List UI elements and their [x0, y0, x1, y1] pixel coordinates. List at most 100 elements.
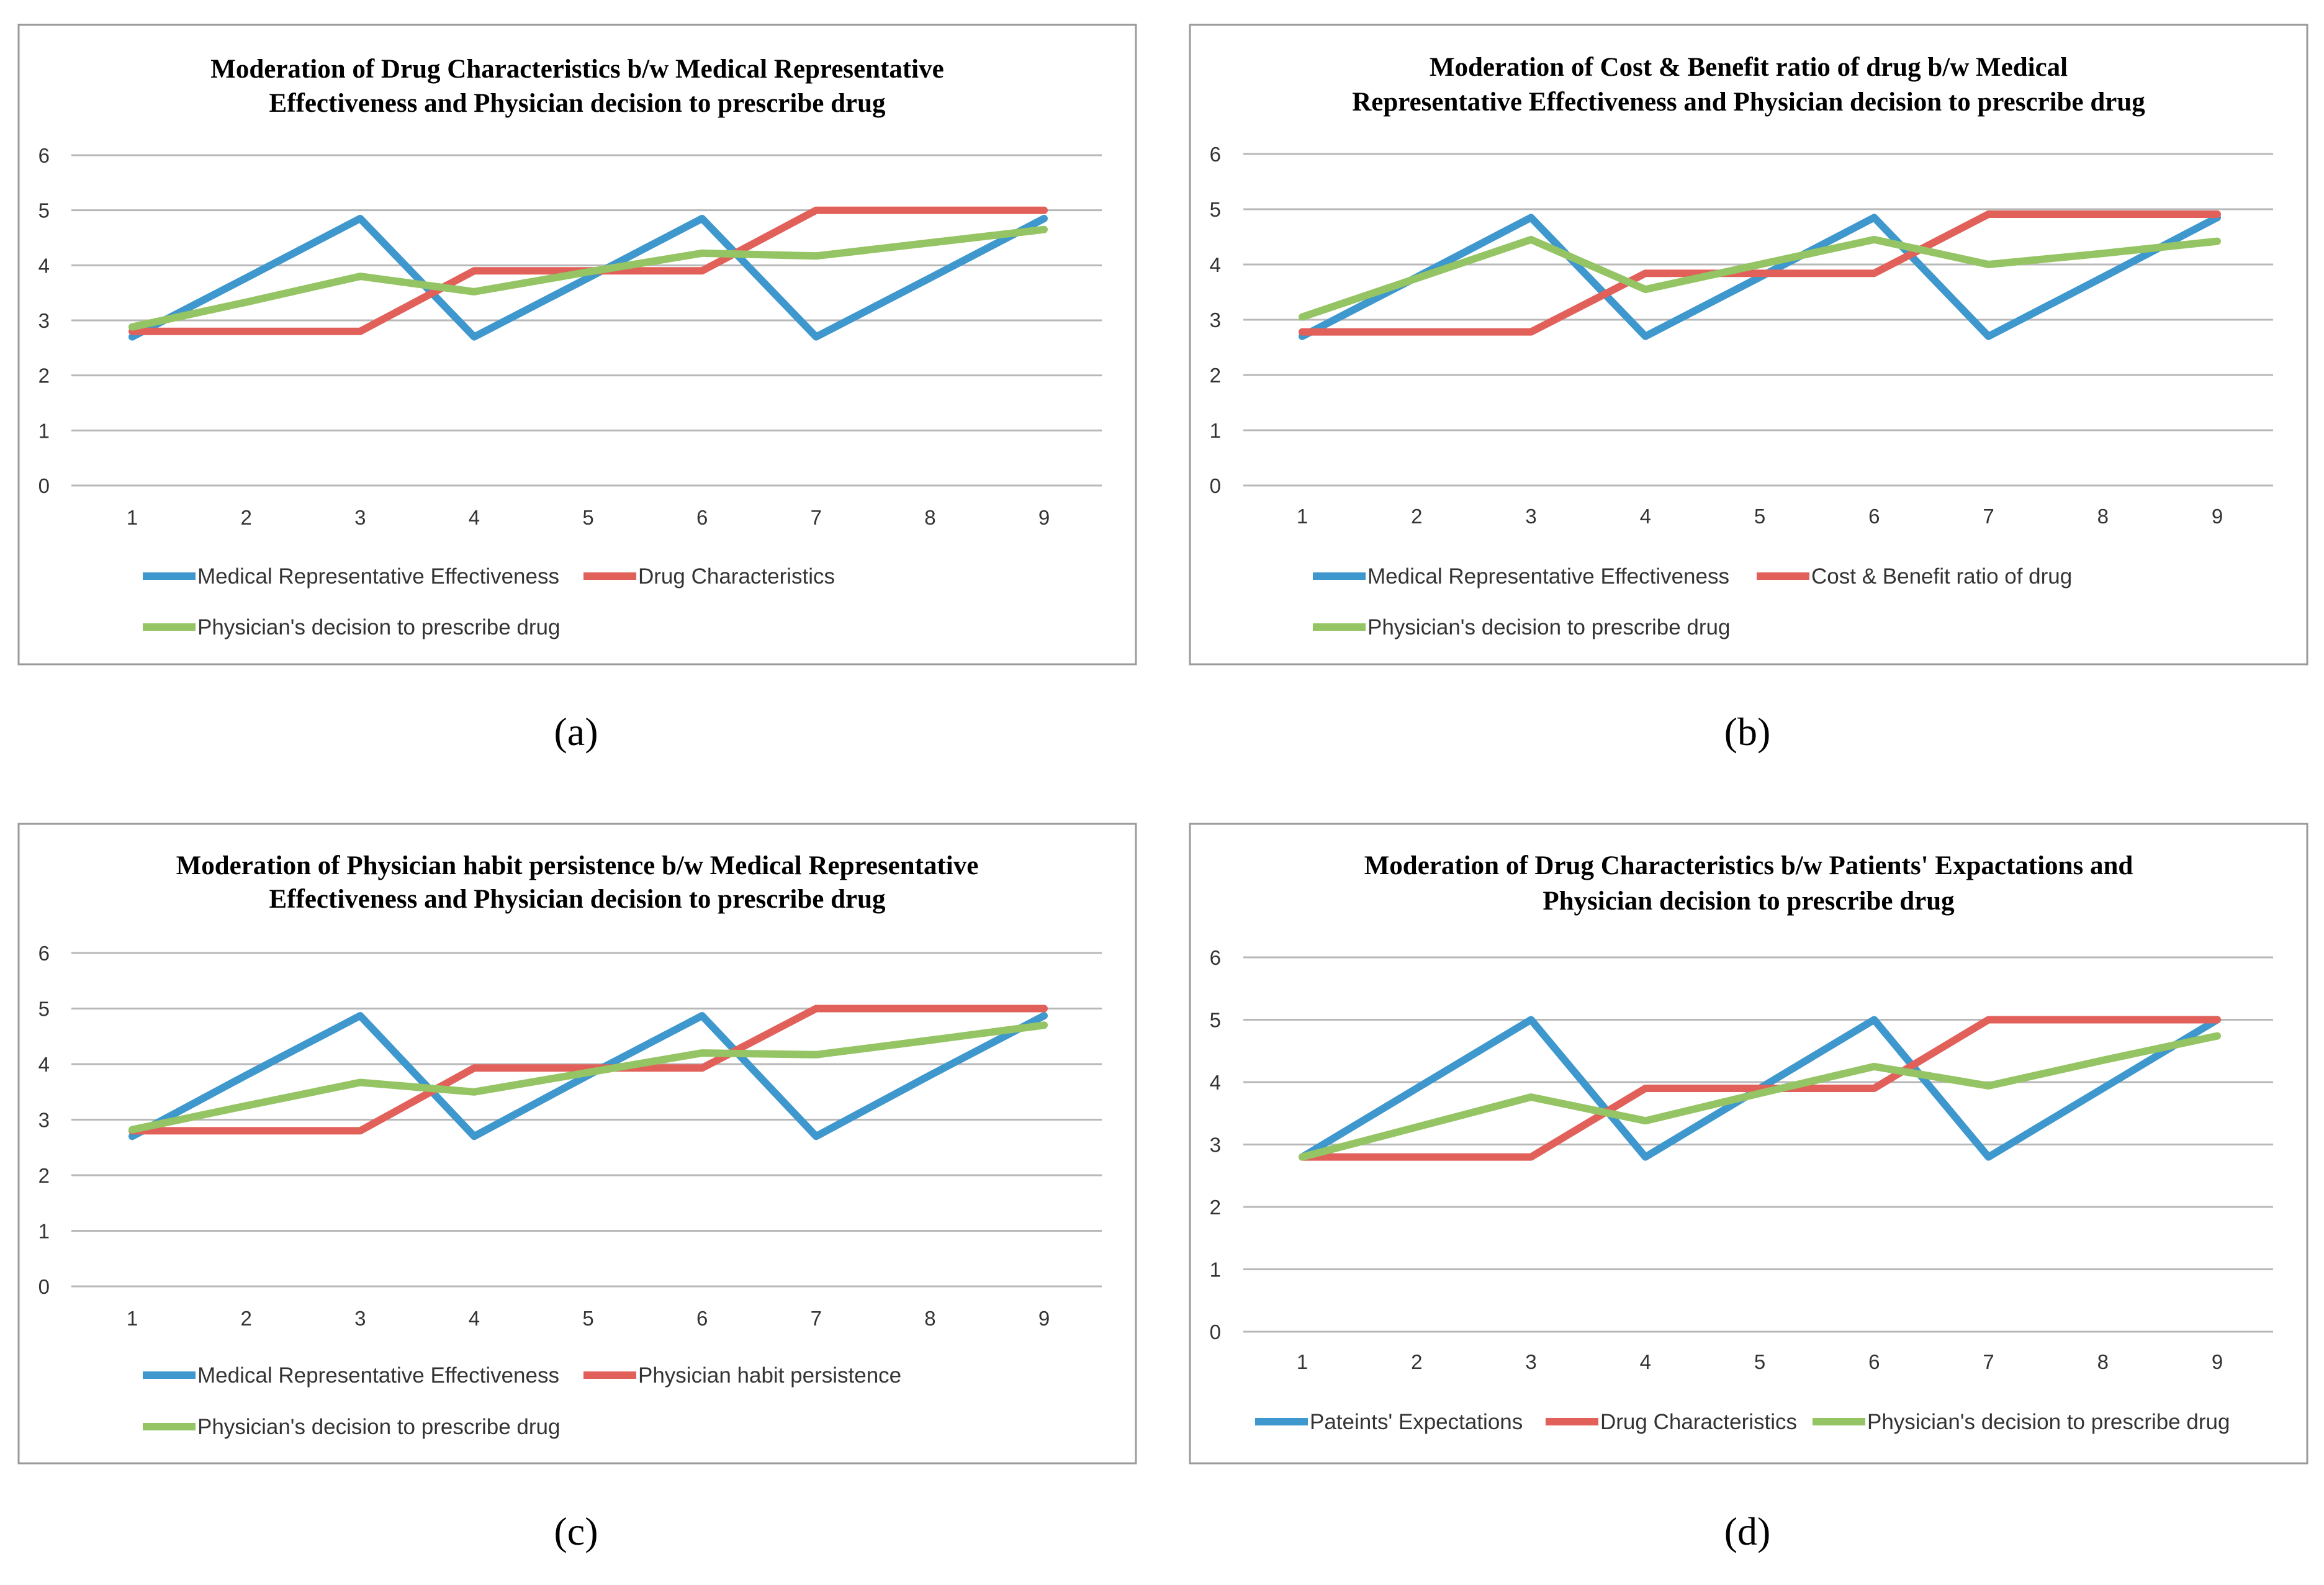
x-tick-label: 1	[1297, 1350, 1308, 1373]
y-tick-label: 6	[1210, 143, 1221, 166]
y-tick-label: 5	[1210, 1009, 1221, 1032]
y-tick-label: 5	[38, 199, 50, 222]
x-tick-label: 9	[2212, 1350, 2223, 1373]
x-tick-label: 4	[1640, 1350, 1651, 1373]
legend-label: Drug Characteristics	[1600, 1410, 1797, 1434]
chart-title-line: Moderation of Drug Characteristics b/w P…	[1364, 851, 2133, 880]
y-tick-label: 1	[38, 1220, 50, 1243]
x-tick-label: 8	[2097, 505, 2109, 528]
y-tick-label: 6	[38, 144, 50, 167]
x-tick-label: 7	[1983, 505, 1994, 528]
y-tick-label: 3	[1210, 309, 1221, 332]
chart-title-line: Representative Effectiveness and Physici…	[1352, 88, 2145, 117]
x-tick-label: 4	[469, 1307, 480, 1330]
y-tick-label: 3	[38, 1109, 50, 1132]
y-tick-label: 0	[38, 1275, 50, 1298]
series-line-3	[1299, 1032, 2221, 1161]
y-tick-label: 0	[1210, 474, 1221, 497]
chart-border-c	[17, 823, 1137, 1465]
x-tick-label: 6	[1868, 505, 1880, 528]
x-tick-label: 1	[1297, 505, 1308, 528]
series-line-3	[1299, 235, 2221, 321]
y-tick-label: 2	[38, 364, 50, 387]
x-tick-label: 9	[1038, 1307, 1050, 1330]
x-tick-label: 3	[354, 1307, 366, 1330]
legend-label: Physician's decision to prescribe drug	[197, 615, 560, 639]
series-line-2	[1299, 210, 2221, 336]
x-tick-label: 6	[696, 506, 708, 529]
x-tick-label: 7	[1983, 1350, 1994, 1373]
y-tick-label: 1	[1210, 419, 1221, 442]
legend-label: Physician habit persistence	[638, 1363, 901, 1388]
series-line-2	[128, 1005, 1048, 1135]
x-tick-label: 3	[354, 506, 366, 529]
legend-label: Physician's decision to prescribe drug	[197, 1415, 560, 1439]
y-tick-label: 4	[38, 254, 50, 277]
x-tick-label: 5	[582, 1307, 593, 1330]
legend-label: Drug Characteristics	[638, 564, 835, 589]
series-line-3	[128, 1021, 1048, 1134]
y-tick-label: 5	[1210, 198, 1221, 221]
panel-caption: (d)	[1724, 1509, 1771, 1553]
y-tick-label: 0	[38, 474, 50, 497]
x-tick-label: 8	[2097, 1350, 2109, 1373]
x-tick-label: 3	[1525, 505, 1536, 528]
chart-title-line: Effectiveness and Physician decision to …	[269, 885, 886, 914]
series-line-2	[1299, 1016, 2221, 1161]
chart-title-line: Moderation of Cost & Benefit ratio of dr…	[1430, 53, 2068, 82]
legend-label: Medical Representative Effectiveness	[197, 564, 559, 589]
x-tick-label: 9	[1038, 506, 1050, 529]
chart-title-line: Moderation of Physician habit persistenc…	[176, 851, 979, 880]
x-tick-label: 9	[2212, 505, 2223, 528]
y-tick-label: 6	[1210, 946, 1221, 969]
y-tick-label: 3	[38, 309, 50, 332]
y-tick-label: 6	[38, 942, 50, 965]
x-tick-label: 2	[240, 506, 251, 529]
x-tick-label: 1	[127, 506, 138, 529]
x-tick-label: 4	[1640, 505, 1651, 528]
x-tick-label: 2	[240, 1307, 251, 1330]
x-tick-label: 2	[1411, 1350, 1422, 1373]
legend-label: Medical Representative Effectiveness	[1367, 564, 1729, 589]
y-tick-label: 4	[1210, 253, 1221, 276]
x-tick-label: 7	[811, 506, 822, 529]
y-tick-label: 2	[1210, 1196, 1221, 1219]
x-tick-label: 8	[924, 506, 935, 529]
y-tick-label: 2	[38, 1164, 50, 1187]
series-line-3	[128, 225, 1048, 331]
legend-label: Cost & Benefit ratio of drug	[1811, 564, 2072, 589]
x-tick-label: 8	[924, 1307, 935, 1330]
y-tick-label: 3	[1210, 1134, 1221, 1157]
x-tick-label: 5	[582, 506, 593, 529]
x-tick-label: 6	[696, 1307, 708, 1330]
chart-title-line: Physician decision to prescribe drug	[1543, 887, 1955, 916]
x-tick-label: 7	[811, 1307, 822, 1330]
x-tick-label: 6	[1868, 1350, 1880, 1373]
y-tick-label: 4	[38, 1053, 50, 1076]
legend-label: Pateints' Expectations	[1310, 1410, 1523, 1434]
x-tick-label: 4	[469, 506, 480, 529]
x-tick-label: 1	[127, 1307, 138, 1330]
y-tick-label: 1	[1210, 1258, 1221, 1281]
x-tick-label: 2	[1411, 505, 1422, 528]
panel-caption: (b)	[1724, 710, 1771, 754]
legend-label: Physician's decision to prescribe drug	[1867, 1410, 2230, 1434]
y-tick-label: 4	[1210, 1071, 1221, 1094]
legend-label: Medical Representative Effectiveness	[197, 1363, 559, 1388]
chart-title-line: Moderation of Drug Characteristics b/w M…	[210, 55, 944, 84]
x-tick-label: 5	[1754, 505, 1765, 528]
y-tick-label: 2	[1210, 364, 1221, 387]
panel-caption: (c)	[554, 1509, 598, 1553]
series-line-1	[128, 215, 1048, 341]
legend-label: Physician's decision to prescribe drug	[1367, 615, 1730, 639]
chart-border-b	[1189, 24, 2308, 666]
chart-title-line: Effectiveness and Physician decision to …	[269, 89, 886, 118]
y-tick-label: 5	[38, 998, 50, 1021]
y-tick-label: 0	[1210, 1321, 1221, 1343]
chart-border-a	[17, 24, 1137, 666]
